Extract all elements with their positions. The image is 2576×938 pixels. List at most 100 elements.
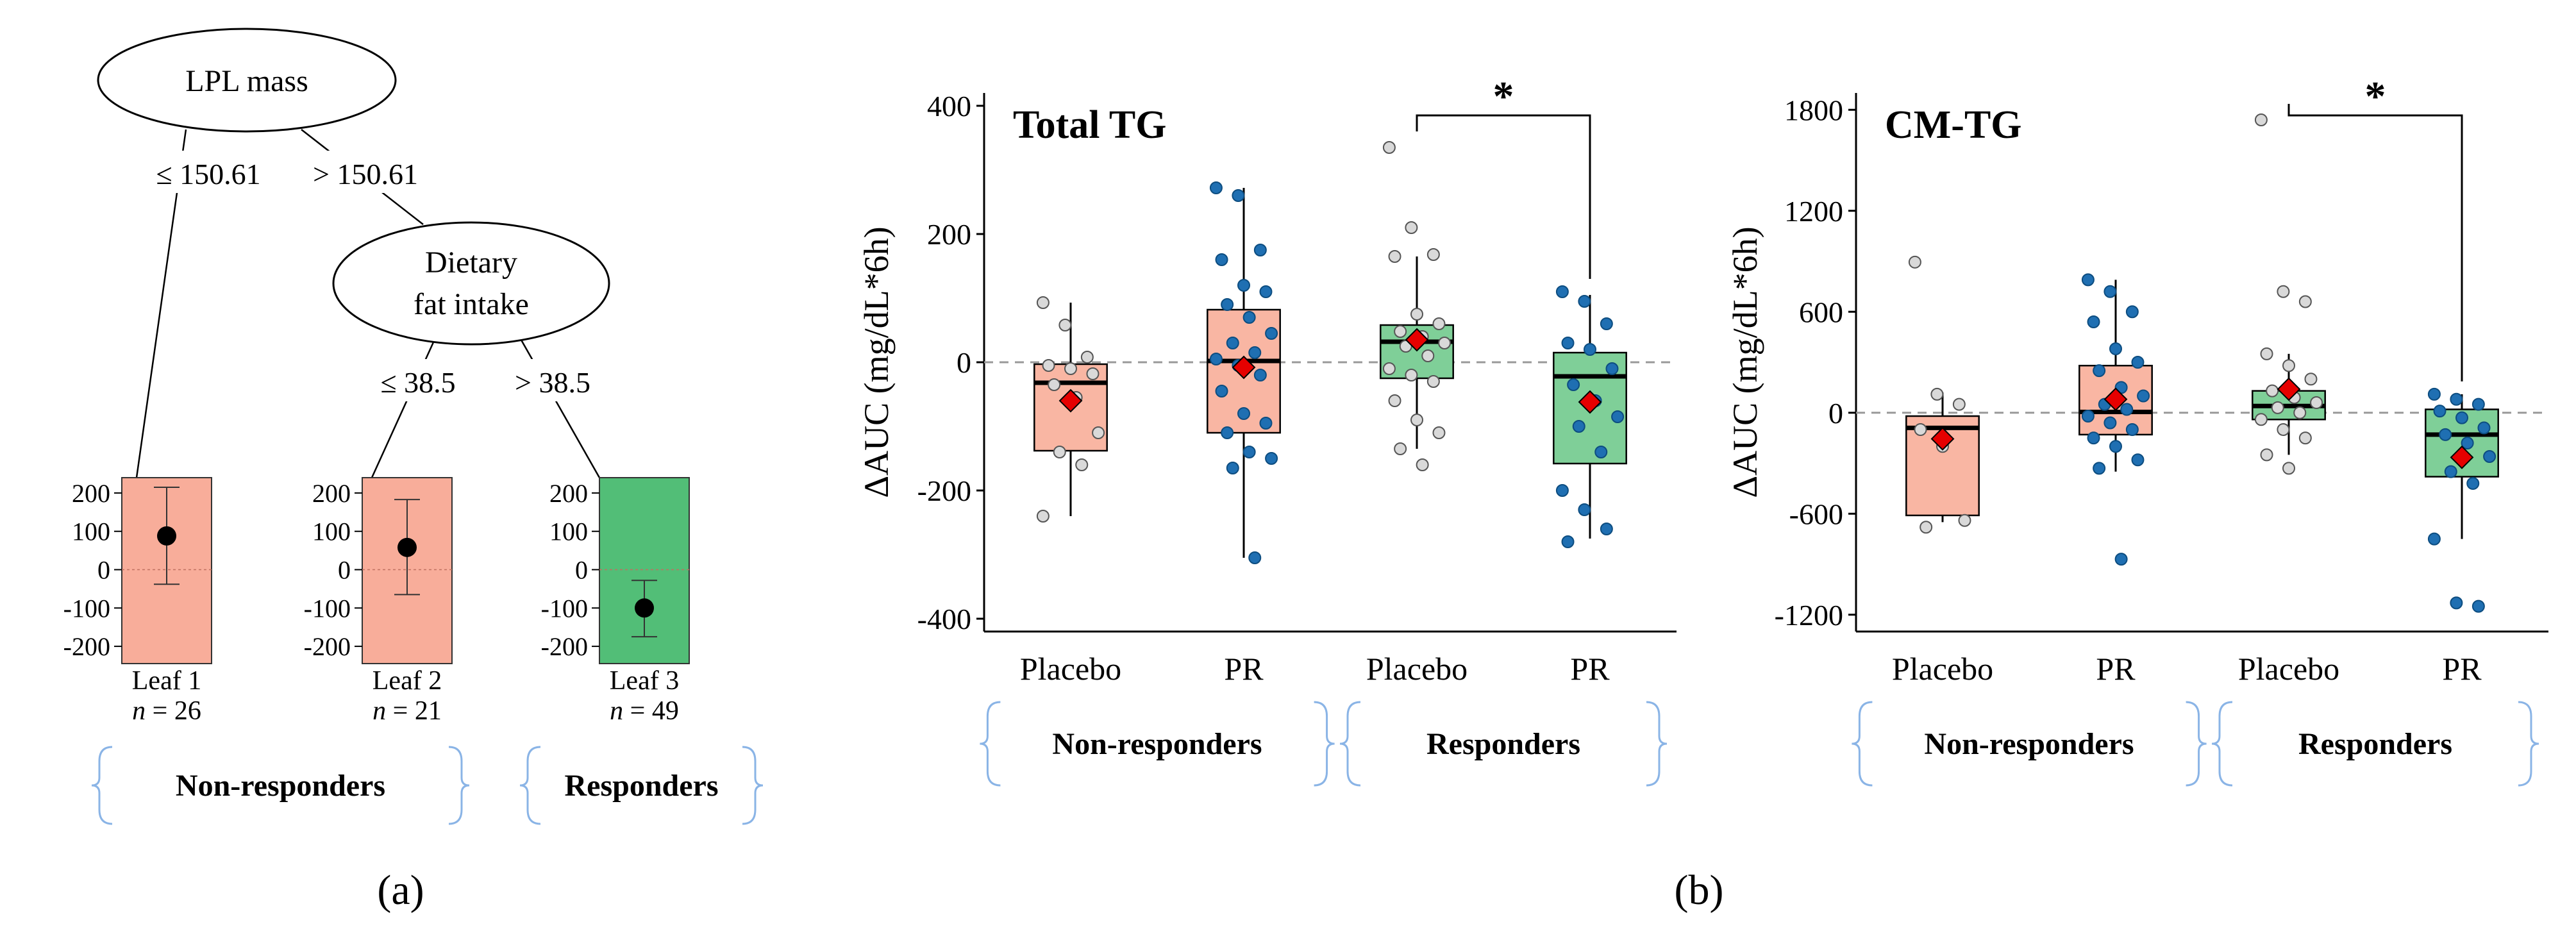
group-responders-label: Responders: [1426, 727, 1580, 761]
data-point: [2093, 364, 2106, 378]
data-point: [2427, 532, 2441, 546]
data-point: [1958, 514, 1971, 527]
mean-marker: [1930, 427, 1955, 451]
tree-group-responders-label: Responders: [564, 769, 718, 803]
data-point: [1410, 414, 1423, 426]
tree-root-right-rule: > 150.61: [313, 158, 418, 190]
data-point: [1232, 189, 1245, 202]
mean-marker: [2277, 377, 2301, 401]
group-responders-left-brace: [1339, 701, 1361, 787]
data-point: [1226, 462, 1239, 474]
tree-group-nonresponders-left-brace: [91, 746, 113, 825]
data-point: [1058, 319, 1072, 331]
leaf-tick-label: 200: [72, 479, 110, 508]
data-point: [2304, 373, 2318, 386]
data-point: [1092, 426, 1105, 439]
y-tick-label: 0: [1828, 397, 1843, 430]
data-point: [2471, 599, 2485, 613]
mean-marker: [2103, 387, 2128, 412]
data-point: [2450, 392, 2463, 406]
tree-root-left-rule: ≤ 150.61: [156, 158, 260, 190]
data-point: [2298, 431, 2312, 445]
y-tick-label: -200: [917, 474, 971, 507]
data-point: [2125, 305, 2139, 319]
leaf-tick-label: 0: [338, 556, 351, 585]
data-point: [1215, 385, 1228, 398]
mean-marker: [1232, 355, 1256, 380]
data-point: [2081, 410, 2095, 423]
data-point: [1952, 398, 1966, 411]
significance-bracket: [1416, 114, 1591, 279]
y-axis-label: ΔAUC (mg/dL*6h): [857, 226, 896, 498]
mean-marker: [1058, 389, 1083, 413]
data-point: [2271, 401, 2284, 414]
leaf-mean-point: [157, 526, 176, 546]
data-point: [2103, 416, 2117, 430]
data-point: [1410, 308, 1423, 321]
leaf-label: Leaf 3: [610, 666, 679, 696]
data-point: [1209, 353, 1223, 365]
tree-node2-right-rule: > 38.5: [515, 366, 590, 399]
data-point: [1426, 375, 1440, 388]
data-point: [1572, 420, 1585, 433]
data-point: [2137, 389, 2150, 403]
data-point: [1919, 521, 1933, 534]
data-point: [2109, 342, 2122, 355]
data-point: [1209, 181, 1223, 194]
data-point: [1248, 551, 1262, 564]
data-point: [1930, 387, 1944, 401]
data-point: [1561, 535, 1575, 548]
data-point: [1048, 378, 1061, 391]
chart-cm-tg: 1800 1200 600 0 -600 -1200 ΔAUC (mg/dL*6h) CM-T…: [1726, 73, 2548, 787]
data-point: [1405, 369, 1418, 381]
leaf-tick-label: 100: [72, 517, 110, 546]
data-point: [2471, 398, 2485, 411]
data-point: [1226, 337, 1239, 349]
data-point: [1265, 327, 1278, 340]
data-point: [1259, 285, 1273, 298]
x-category-label: Placebo: [1020, 651, 1121, 687]
leaf-tick-label: -200: [541, 632, 588, 661]
data-point: [1221, 298, 1234, 311]
leaf-tick-label: 200: [312, 479, 351, 508]
data-point: [2260, 448, 2273, 462]
leaf-n: n = 21: [372, 696, 442, 726]
tree-node-dietary-fat-line2: fat intake: [414, 287, 529, 321]
significance-marker: *: [1493, 73, 1514, 120]
data-point: [1242, 311, 1256, 324]
tree-group-responders-right-brace: [742, 746, 764, 825]
data-point: [2477, 421, 2491, 435]
data-point: [2277, 285, 2290, 298]
data-point: [1432, 317, 1446, 330]
data-point: [1215, 253, 1228, 266]
data-point: [1042, 359, 1055, 372]
tree-node2-left-rule: ≤ 38.5: [380, 366, 455, 399]
data-point: [1567, 378, 1580, 391]
data-point: [2466, 477, 2480, 490]
leaf-label: Leaf 1: [132, 666, 201, 696]
chart-total-tg: 400 200 0 -200 -400 ΔAUC (mg/dL*6h) Total TG Pl…: [857, 73, 1677, 787]
data-point: [1237, 279, 1250, 292]
y-tick-label: 200: [927, 218, 971, 251]
data-point: [2087, 315, 2100, 328]
data-point: [1265, 452, 1278, 465]
data-point: [1908, 255, 1921, 269]
data-point: [1242, 446, 1256, 458]
data-point: [1421, 349, 1435, 362]
data-point: [2081, 273, 2095, 287]
data-point: [1405, 221, 1418, 234]
group-responders-right-brace: [2518, 701, 2539, 787]
data-point: [1584, 343, 1596, 356]
data-point: [1605, 362, 1619, 375]
y-tick-label: 1200: [1784, 195, 1843, 228]
leaf-tick-label: -100: [541, 594, 588, 623]
data-point: [1259, 417, 1273, 430]
data-point: [2114, 553, 2128, 566]
data-point: [1578, 503, 1591, 516]
chart-title: Total TG: [1013, 103, 1167, 147]
leaf-n: n = 26: [132, 696, 201, 726]
panel-a-tree: LPL mass ≤ 150.61 > 150.61 Dietary fat i…: [63, 28, 764, 914]
x-category-label: PR: [1570, 651, 1610, 687]
data-point: [1594, 446, 1608, 458]
panel-a-label: (a): [377, 867, 424, 914]
